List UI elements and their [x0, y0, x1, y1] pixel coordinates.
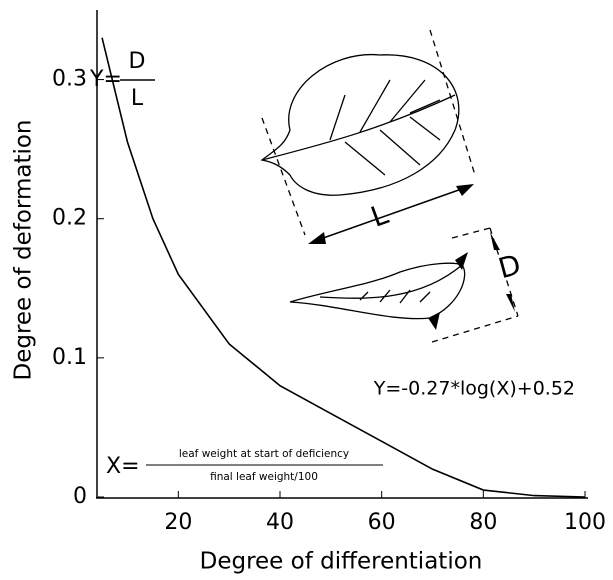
y-axis-title: Degree of deformation [11, 119, 37, 380]
leaf-illustration [260, 29, 519, 343]
ratio-num: D [129, 49, 146, 74]
x-tick-label: 80 [469, 510, 497, 535]
x-def-den: final leaf weight/100 [210, 471, 318, 483]
x-def-lhs: X= [106, 454, 140, 479]
fit-equation: Y=-0.27*log(X)+0.52 [373, 378, 575, 400]
leaf-depth-label: D [495, 248, 524, 285]
y-tick-label: 0.2 [52, 206, 87, 231]
ratio-den: L [131, 86, 144, 111]
y-tick-label: 0.1 [52, 345, 87, 370]
x-tick-label: 100 [564, 510, 606, 535]
x-tick-label: 40 [266, 510, 294, 535]
x-tick-label: 60 [368, 510, 396, 535]
data-line [101, 37, 586, 498]
ratio-lhs: Y= [89, 67, 122, 92]
x-def-num: leaf weight at start of deficiency [179, 448, 349, 460]
y-tick-label: 0.3 [52, 67, 87, 92]
y-tick-label: 0 [73, 484, 87, 509]
x-tick-label: 20 [164, 510, 192, 535]
x-axis-title: Degree of differentiation [200, 549, 483, 575]
